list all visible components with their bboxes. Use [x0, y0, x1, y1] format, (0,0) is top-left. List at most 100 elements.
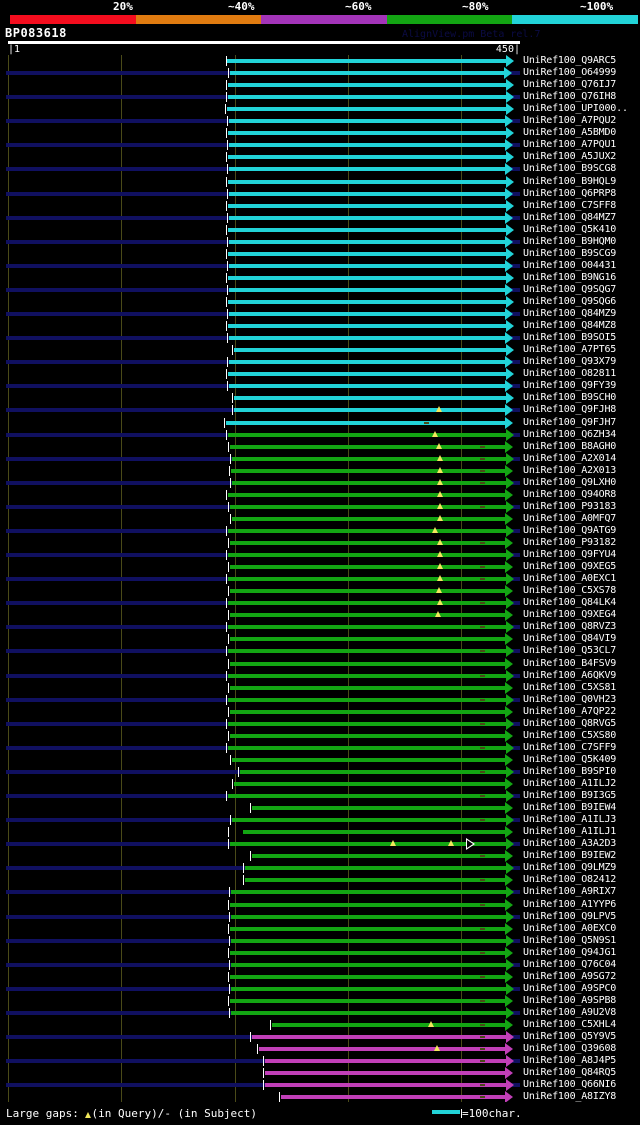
alignment-row[interactable]: UniRef100_A0EXC0 [0, 922, 640, 935]
alignment-row[interactable]: UniRef100_Q5N9S1 [0, 934, 640, 947]
alignment-bar[interactable] [229, 143, 505, 148]
alignment-row[interactable]: UniRef100_Q84RQ5 [0, 1067, 640, 1080]
subject-accession-label[interactable]: UniRef100_A0MFQ7 [523, 512, 617, 524]
alignment-row[interactable]: UniRef100_A9U2V8 [0, 1006, 640, 1019]
alignment-row[interactable]: UniRef100_Q5K410 [0, 223, 640, 236]
alignment-bar[interactable] [229, 312, 505, 317]
subject-accession-label[interactable]: UniRef100_A2X014 [523, 452, 617, 464]
alignment-bar[interactable] [230, 998, 505, 1003]
subject-accession-label[interactable]: UniRef100_Q5N9S1 [523, 934, 617, 946]
alignment-bar[interactable] [234, 782, 505, 786]
alignment-bar[interactable] [230, 685, 505, 690]
alignment-row[interactable]: UniRef100_Q39608 [0, 1043, 640, 1056]
alignment-bar[interactable] [234, 408, 505, 413]
subject-accession-label[interactable]: UniRef100_A1ILJ3 [523, 814, 617, 826]
alignment-row[interactable]: UniRef100_Q76IJ7 [0, 79, 640, 92]
subject-accession-label[interactable]: UniRef100_A9SPB8 [523, 994, 617, 1006]
alignment-row[interactable]: UniRef100_A0MFQ7 [0, 512, 640, 525]
alignment-row[interactable]: UniRef100_A2X014 [0, 452, 640, 465]
subject-accession-label[interactable]: UniRef100_Q5K410 [523, 223, 617, 235]
subject-accession-label[interactable]: UniRef100_C5XS81 [523, 681, 617, 693]
alignment-row[interactable]: UniRef100_B9HQM0 [0, 235, 640, 248]
alignment-bar[interactable] [229, 215, 505, 220]
alignment-row[interactable]: UniRef100_Q9SQG6 [0, 296, 640, 308]
alignment-bar[interactable] [228, 601, 506, 606]
subject-accession-label[interactable]: UniRef100_Q5K409 [523, 753, 617, 765]
alignment-row[interactable]: UniRef100_B9SPI0 [0, 765, 640, 778]
alignment-row[interactable]: UniRef100_C5XHL4 [0, 1019, 640, 1031]
alignment-row[interactable]: UniRef100_Q84MZ8 [0, 320, 640, 333]
alignment-bar[interactable] [228, 155, 506, 160]
alignment-bar[interactable] [228, 673, 506, 678]
subject-accession-label[interactable]: UniRef100_Q8RVG5 [523, 717, 617, 729]
alignment-bar[interactable] [228, 745, 506, 750]
alignment-row[interactable]: UniRef100_Q94OR8 [0, 488, 640, 501]
alignment-bar[interactable] [229, 167, 505, 172]
alignment-row[interactable]: UniRef100_Q9LPV5 [0, 910, 640, 923]
alignment-bar[interactable] [231, 914, 506, 919]
alignment-row[interactable]: UniRef100_Q6ZH34 [0, 428, 640, 441]
alignment-bar[interactable] [230, 709, 505, 714]
alignment-row[interactable]: UniRef100_A3A2D3 [0, 838, 640, 851]
subject-accession-label[interactable]: UniRef100_A6QKV9 [523, 669, 617, 681]
alignment-bar[interactable] [226, 59, 506, 63]
alignment-bar[interactable] [229, 119, 505, 124]
alignment-bar[interactable] [228, 83, 506, 88]
alignment-row[interactable]: UniRef100_B9SCG8 [0, 163, 640, 176]
subject-accession-label[interactable]: UniRef100_Q9SQG6 [523, 296, 617, 307]
alignment-bar[interactable] [259, 1047, 505, 1052]
alignment-row[interactable]: UniRef100_Q76IH8 [0, 91, 640, 104]
subject-accession-label[interactable]: UniRef100_P93183 [523, 500, 617, 512]
alignment-bar[interactable] [252, 806, 505, 811]
subject-accession-label[interactable]: UniRef100_P93182 [523, 537, 617, 548]
alignment-row[interactable]: UniRef100_O04431 [0, 259, 640, 272]
alignment-bar[interactable] [228, 203, 506, 208]
subject-accession-label[interactable]: UniRef100_A1ILJ2 [523, 778, 617, 789]
alignment-row[interactable]: UniRef100_P93183 [0, 500, 640, 513]
alignment-bar[interactable] [234, 396, 506, 401]
alignment-bar[interactable] [229, 287, 505, 292]
alignment-row[interactable]: UniRef100_UPI000.. [0, 103, 640, 116]
alignment-bar[interactable] [228, 324, 506, 329]
alignment-row[interactable]: UniRef100_Q5K409 [0, 753, 640, 766]
subject-accession-label[interactable]: UniRef100_Q84MZ7 [523, 211, 617, 223]
subject-accession-label[interactable]: UniRef100_C5XS78 [523, 585, 617, 597]
alignment-row[interactable]: UniRef100_Q9LXH0 [0, 476, 640, 489]
alignment-bar[interactable] [229, 191, 505, 196]
alignment-row[interactable]: UniRef100_A9SPC0 [0, 982, 640, 995]
subject-accession-label[interactable]: UniRef100_Q9LMZ9 [523, 862, 617, 874]
subject-accession-label[interactable]: UniRef100_O82811 [523, 368, 617, 380]
subject-accession-label[interactable]: UniRef100_A9U2V8 [523, 1006, 617, 1018]
alignment-row[interactable]: UniRef100_B9I3G5 [0, 790, 640, 803]
subject-accession-label[interactable]: UniRef100_A8J4P5 [523, 1055, 617, 1067]
alignment-bar[interactable] [231, 890, 506, 895]
alignment-row[interactable]: UniRef100_A9SG72 [0, 970, 640, 983]
subject-accession-label[interactable]: UniRef100_Q6PRP8 [523, 187, 617, 199]
subject-accession-label[interactable]: UniRef100_Q66NI6 [523, 1079, 617, 1091]
subject-accession-label[interactable]: UniRef100_C5XHL4 [523, 1019, 617, 1030]
alignment-row[interactable]: UniRef100_B9SOI5 [0, 332, 640, 345]
subject-accession-label[interactable]: UniRef100_Q39608 [523, 1043, 617, 1055]
alignment-bar[interactable] [232, 516, 505, 521]
alignment-bar[interactable] [229, 384, 505, 389]
subject-accession-label[interactable]: UniRef100_B9NG16 [523, 271, 617, 283]
alignment-bar[interactable] [229, 360, 505, 365]
subject-accession-label[interactable]: UniRef100_Q94OR8 [523, 488, 617, 500]
subject-accession-label[interactable]: UniRef100_A7QP22 [523, 705, 617, 717]
subject-accession-label[interactable]: UniRef100_A7PT65 [523, 344, 617, 356]
alignment-bar[interactable] [272, 1023, 505, 1027]
subject-accession-label[interactable]: UniRef100_O82412 [523, 874, 617, 886]
alignment-bar[interactable] [245, 878, 505, 883]
alignment-row[interactable]: UniRef100_A5BMD0 [0, 127, 640, 140]
alignment-bar[interactable] [228, 131, 506, 136]
subject-accession-label[interactable]: UniRef100_Q9XEG4 [523, 609, 617, 621]
alignment-row[interactable]: UniRef100_O64999 [0, 67, 640, 80]
alignment-bar[interactable] [231, 938, 506, 943]
subject-accession-label[interactable]: UniRef100_Q0VH23 [523, 693, 617, 705]
alignment-row[interactable]: UniRef100_Q9ARC5 [0, 55, 640, 67]
subject-accession-label[interactable]: UniRef100_Q84RQ5 [523, 1067, 617, 1079]
alignment-bar[interactable] [228, 251, 506, 256]
alignment-bar[interactable] [230, 902, 505, 907]
alignment-bar[interactable] [230, 926, 505, 931]
alignment-row[interactable]: UniRef100_A6QKV9 [0, 669, 640, 682]
